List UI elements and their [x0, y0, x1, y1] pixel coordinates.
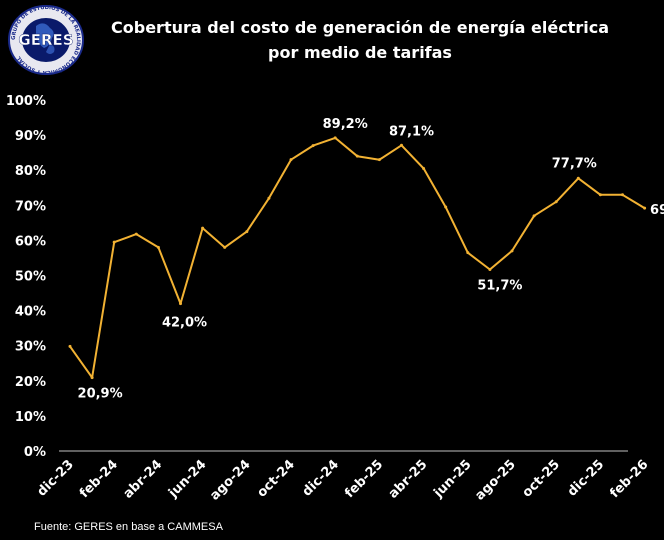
data-point [311, 144, 315, 148]
data-point [510, 249, 514, 253]
x-tick-label: dic-25 [565, 457, 607, 499]
series-line-group [68, 136, 647, 380]
data-label: 89,2% [323, 117, 368, 132]
data-label: 77,7% [552, 156, 597, 171]
data-point [576, 176, 580, 180]
x-tick-label: feb-25 [342, 457, 386, 501]
data-point [377, 158, 381, 162]
data-point [68, 344, 72, 348]
data-point [355, 154, 359, 158]
x-tick-label: feb-26 [607, 457, 651, 501]
data-point [156, 245, 160, 249]
data-point [598, 193, 602, 197]
data-point [466, 251, 470, 255]
x-tick-label: oct-24 [254, 457, 297, 500]
y-tick-label: 100% [6, 94, 46, 109]
geres-logo: GRUPO DE ESTUDIOS DE LA REALIDAD ECONÓMI… [8, 5, 84, 75]
data-label: 87,1% [389, 124, 434, 139]
x-tick-label: ago-25 [473, 457, 519, 503]
data-point [134, 232, 138, 236]
y-tick-label: 90% [15, 129, 46, 144]
x-tick-label: ago-24 [207, 457, 253, 503]
y-tick-label: 80% [15, 164, 46, 179]
y-tick-label: 10% [15, 410, 46, 425]
x-tick-label: abr-24 [121, 457, 166, 502]
data-point [444, 205, 448, 209]
x-tick-label: dic-23 [34, 457, 76, 499]
data-label: 69,2% [650, 203, 664, 218]
data-point [90, 376, 94, 380]
data-point [112, 240, 116, 244]
y-tick-label: 20% [15, 375, 46, 390]
data-point [289, 158, 293, 162]
chart-title-line-1: Cobertura del costo de generación de ene… [111, 18, 609, 37]
series-line [69, 136, 646, 379]
data-point [621, 193, 624, 197]
x-tick-label: feb-24 [77, 457, 121, 501]
y-axis-ticks: 0% 10% 20% 30% 40% 50% 60% 70% 80% 90% 100% [6, 94, 46, 460]
data-point [400, 143, 403, 147]
y-tick-label: 60% [15, 234, 46, 249]
data-point [201, 226, 205, 230]
y-tick-label: 70% [15, 199, 46, 214]
chart-title-line-2: por medio de tarifas [268, 43, 452, 62]
data-point [488, 268, 492, 272]
data-point [179, 302, 182, 306]
data-label: 20,9% [78, 387, 123, 402]
data-point [554, 200, 558, 204]
y-tick-label: 50% [15, 270, 46, 285]
data-point [532, 214, 536, 218]
data-point [245, 230, 249, 234]
x-tick-label: dic-24 [300, 457, 342, 499]
data-label: 51,7% [477, 279, 522, 294]
data-labels: 20,9% 42,0% 89,2% 87,1% 51,7% 77,7% 69,2% [78, 117, 664, 402]
y-tick-label: 30% [15, 340, 46, 355]
data-point [267, 196, 271, 200]
x-tick-label: abr-25 [386, 457, 431, 502]
x-tick-label: oct-25 [520, 457, 563, 500]
source-note: Fuente: GERES en base a CAMMESA [34, 521, 223, 533]
logo-text: GERES [18, 31, 73, 49]
data-point [643, 206, 647, 210]
data-point [333, 136, 337, 140]
x-tick-label: jun-24 [165, 457, 209, 501]
y-tick-label: 40% [15, 305, 46, 320]
data-point [223, 245, 227, 249]
y-tick-label: 0% [24, 445, 46, 460]
data-label: 42,0% [162, 316, 207, 331]
data-point [422, 166, 426, 170]
x-tick-label: jun-25 [430, 457, 474, 501]
